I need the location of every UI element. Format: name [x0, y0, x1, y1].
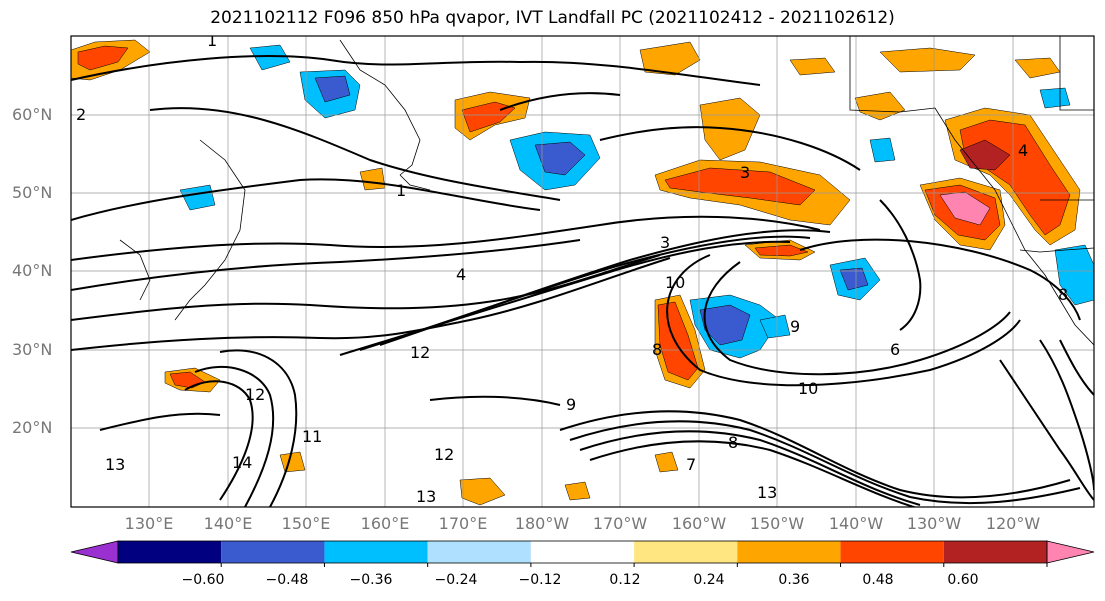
negative-anomaly-patch	[314, 75, 351, 103]
lon-label-160e: 160°E	[360, 514, 410, 533]
lon-label-120w: 120°W	[985, 514, 1041, 533]
contour-label: 12	[245, 385, 265, 404]
contour-label: 12	[434, 445, 454, 464]
map-title: 2021102112 F096 850 hPa qvapor, IVT Land…	[210, 8, 895, 28]
colorbar-cell	[221, 541, 325, 563]
positive-anomaly-patch	[789, 57, 836, 76]
lon-label-130w: 130°W	[906, 514, 962, 533]
lon-label-180w: 180°W	[514, 514, 570, 533]
colorbar-tick-label: −0.48	[265, 572, 309, 588]
colorbar-cell	[943, 541, 1047, 563]
contour-label: 10	[798, 379, 818, 398]
negative-anomaly-patch	[249, 44, 291, 71]
positive-anomaly-patch	[564, 481, 591, 501]
positive-anomaly-patch	[459, 477, 506, 506]
positive-anomaly-patch	[754, 244, 809, 257]
positive-anomaly-patch	[654, 451, 679, 473]
contour-label: 2	[76, 105, 86, 124]
colorbar-cell	[840, 541, 944, 563]
contour-label: 14	[232, 453, 252, 472]
colorbar-tick-label: −0.12	[518, 572, 562, 588]
contour-label: 11	[302, 427, 322, 446]
contour-labels: 1 1 2 3 4 4 3 10 8 9 6 10 12 12 13 14 9 …	[76, 31, 1068, 506]
lon-label-170e: 170°E	[438, 514, 488, 533]
lon-label-170w: 170°W	[592, 514, 648, 533]
colorbar-cell	[634, 541, 738, 563]
colorbar-tick-label: −0.24	[434, 572, 478, 588]
contour-label: 13	[105, 455, 125, 474]
negative-anomaly-patch	[869, 137, 896, 163]
negative-anomaly-patch	[1039, 87, 1071, 109]
positive-anomaly-patch	[939, 191, 991, 226]
coastlines	[119, 36, 1094, 346]
contour-label: 13	[757, 483, 777, 502]
lon-label-150w: 150°W	[749, 514, 805, 533]
contour-label: 7	[686, 455, 696, 474]
colorbar-cell	[737, 541, 841, 563]
negative-anomaly-patch	[179, 184, 216, 211]
contour-label: 9	[566, 395, 576, 414]
contour-label: 6	[890, 340, 900, 359]
colorbar-tick-label: 0.60	[947, 572, 979, 588]
lon-label-130e: 130°E	[124, 514, 174, 533]
colorbar	[70, 540, 1095, 567]
contour-label: 8	[1058, 285, 1068, 304]
contour-label: 12	[410, 343, 430, 362]
negative-anomaly-patch	[699, 304, 751, 346]
contour-label: 3	[660, 233, 670, 252]
contour-label: 8	[652, 340, 662, 359]
contour-label: 4	[456, 265, 466, 284]
lat-label-40n: 40°N	[12, 261, 53, 280]
contour-label: 1	[396, 181, 406, 200]
colorbar-cell	[118, 541, 222, 563]
contour-label: 1	[207, 31, 217, 50]
map-frame	[70, 35, 1095, 508]
contour-label: 9	[790, 317, 800, 336]
negative-anomaly-patch	[534, 141, 586, 176]
colorbar-tick-label: 0.48	[862, 572, 894, 588]
contour-label: 13	[416, 487, 436, 506]
colorbar-tick-label: −0.36	[349, 572, 393, 588]
contour-label: 4	[1018, 141, 1028, 160]
colorbar-tick-label: 0.24	[693, 572, 725, 588]
positive-anomaly-patch	[879, 47, 976, 73]
negative-anomaly-patch	[839, 267, 869, 291]
contour-label: 10	[665, 273, 685, 292]
lon-label-160w: 160°W	[671, 514, 727, 533]
lat-label-60n: 60°N	[12, 105, 53, 124]
positive-anomaly-patch	[639, 41, 701, 76]
gridlines	[71, 36, 1094, 507]
lon-label-140e: 140°E	[203, 514, 253, 533]
colorbar-outline	[117, 540, 1048, 564]
lat-label-20n: 20°N	[12, 418, 53, 437]
lat-label-50n: 50°N	[12, 183, 53, 202]
colorbar-cell	[427, 541, 531, 563]
lon-label-150e: 150°E	[281, 514, 331, 533]
lat-label-30n: 30°N	[12, 340, 53, 359]
positive-anomaly-patch	[77, 45, 129, 71]
negative-anomaly-patch	[1054, 244, 1094, 306]
map-area: 1 1 2 3 4 4 3 10 8 9 6 10 12 12 13 14 9 …	[71, 31, 1094, 507]
contour-lines	[71, 55, 1094, 507]
positive-anomaly-patch	[664, 167, 816, 206]
colorbar-extend-low	[70, 540, 119, 564]
colorbar-cell	[324, 541, 428, 563]
colorbar-tick-label: 0.12	[609, 572, 641, 588]
colorbar-cell	[530, 541, 635, 563]
contour-label: 8	[728, 433, 738, 452]
colorbar-tick-label: 0.36	[778, 572, 810, 588]
lon-label-140w: 140°W	[828, 514, 884, 533]
contour-label: 3	[740, 163, 750, 182]
colorbar-extend-high	[1046, 540, 1095, 564]
colorbar-tick-label: −0.60	[181, 572, 225, 588]
